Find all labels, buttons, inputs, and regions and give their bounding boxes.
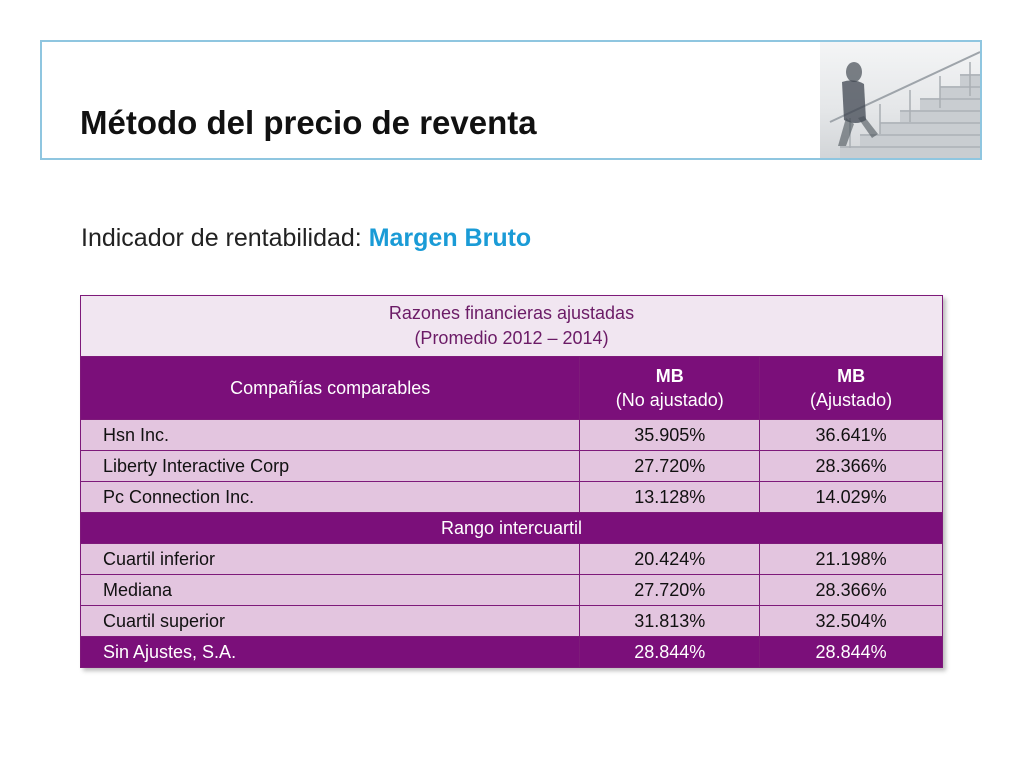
caption-line-1: Razones financieras ajustadas <box>388 303 635 323</box>
subtitle-prefix: Indicador de rentabilidad: <box>81 224 369 252</box>
mb-unadjusted-value: 31.813% <box>579 605 761 637</box>
financial-ratios-table: Razones financieras ajustadas (Promedio … <box>79 295 943 668</box>
stairs-photo <box>820 42 980 158</box>
quartile-name: Cuartil superior <box>79 605 581 637</box>
mb-adjusted-value: 32.504% <box>759 605 943 637</box>
table-row: Mediana 27.720% 28.366% <box>79 574 943 606</box>
mb-unadjusted-value: 13.128% <box>579 481 761 513</box>
range-header-row: Rango intercuartil <box>80 512 943 544</box>
slide-subtitle: Indicador de rentabilidad: Margen Bruto <box>81 224 531 253</box>
tested-party-name: Sin Ajustes, S.A. <box>79 636 581 668</box>
table-row: Cuartil inferior 20.424% 21.198% <box>79 543 943 575</box>
caption-line-2: (Promedio 2012 – 2014) <box>414 328 609 348</box>
quartile-name: Cuartil inferior <box>79 543 581 575</box>
mb-adjusted-value: 36.641% <box>759 419 943 451</box>
mb-unadjusted-value: 20.424% <box>579 543 761 575</box>
range-label: Rango intercuartil <box>80 512 943 544</box>
header-mb-unadjusted: MB (No ajustado) <box>579 356 761 420</box>
table-caption: Razones financieras ajustadas (Promedio … <box>80 295 943 357</box>
mb-adjusted-value: 14.029% <box>759 481 943 513</box>
subtitle-highlight: Margen Bruto <box>368 224 532 252</box>
company-name: Pc Connection Inc. <box>79 481 581 513</box>
mb-unadjusted-value: 35.905% <box>579 419 761 451</box>
mb-adjusted-value: 28.366% <box>759 574 943 606</box>
table-row: Pc Connection Inc. 13.128% 14.029% <box>79 481 943 513</box>
table-header-row: Compañías comparables MB (No ajustado) M… <box>79 356 943 420</box>
header-mb-adjusted: MB (Ajustado) <box>759 356 943 420</box>
header-unadjusted-label: (No ajustado) <box>615 390 724 410</box>
mb-adjusted-value: 28.366% <box>759 450 943 482</box>
company-name: Hsn Inc. <box>79 419 581 451</box>
table-row: Cuartil superior 31.813% 32.504% <box>79 605 943 637</box>
mb-adjusted-value: 28.844% <box>759 636 943 668</box>
header-adjusted-label: (Ajustado) <box>810 390 893 410</box>
header-companies: Compañías comparables <box>79 356 581 420</box>
mb-unadjusted-value: 28.844% <box>579 636 761 668</box>
slide-title: Método del precio de reventa <box>80 104 537 141</box>
table-row: Hsn Inc. 35.905% 36.641% <box>79 419 943 451</box>
table-row: Liberty Interactive Corp 27.720% 28.366% <box>79 450 943 482</box>
quartile-name: Mediana <box>79 574 581 606</box>
tested-party-row: Sin Ajustes, S.A. 28.844% 28.844% <box>79 636 943 668</box>
company-name: Liberty Interactive Corp <box>79 450 581 482</box>
mb-unadjusted-value: 27.720% <box>579 450 761 482</box>
table-caption-row: Razones financieras ajustadas (Promedio … <box>80 295 943 357</box>
mb-unadjusted-value: 27.720% <box>579 574 761 606</box>
mb-adjusted-value: 21.198% <box>759 543 943 575</box>
header-mb-label: MB <box>655 366 684 386</box>
stairs-illustration <box>829 51 980 158</box>
header-mb-label: MB <box>837 366 866 386</box>
title-frame <box>40 40 982 160</box>
